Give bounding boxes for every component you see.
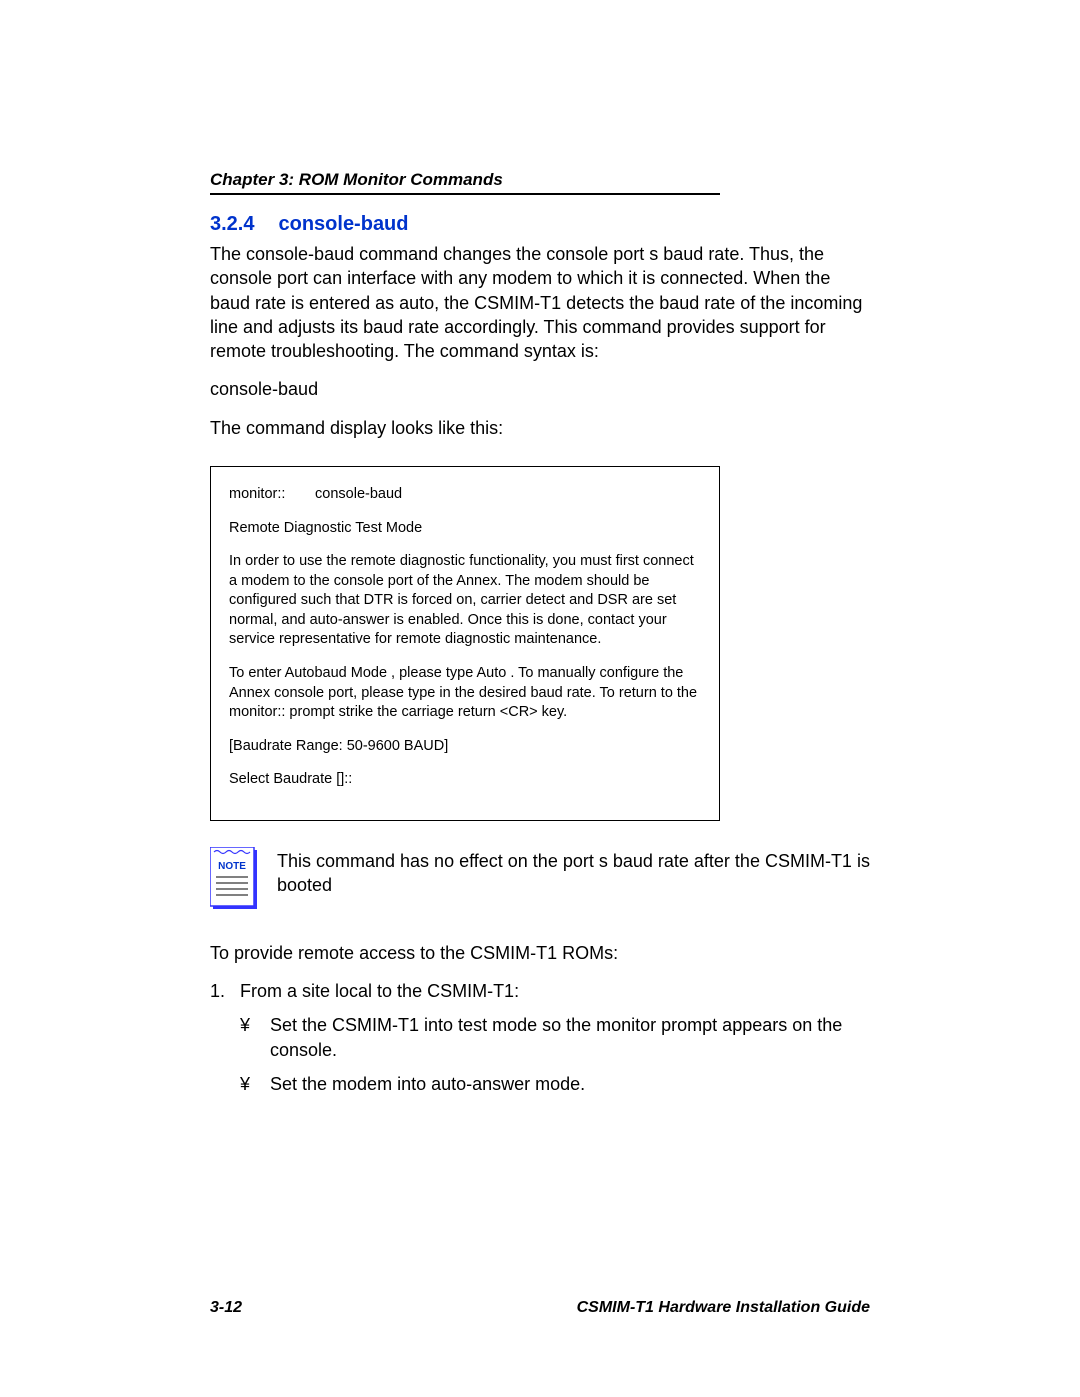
terminal-output-box: monitor:: console-baud Remote Diagnostic… [210, 466, 720, 821]
section-title: console-baud [278, 213, 408, 235]
note-icon: NOTE [210, 847, 257, 909]
bullet-icon: ¥ [240, 1072, 270, 1096]
list-marker: 1. [210, 979, 240, 1003]
page-number: 3-12 [210, 1299, 242, 1317]
bullet-icon: ¥ [240, 1013, 270, 1062]
prompt-command: console-baud [315, 486, 402, 502]
note-block: NOTE This command has no effect on the p… [210, 847, 870, 909]
sub-item-1: ¥ Set the CSMIM-T1 into test mode so the… [240, 1013, 870, 1062]
chapter-header: Chapter 3: ROM Monitor Commands [210, 170, 720, 195]
syntax-text: console-baud [210, 377, 870, 401]
prompt-label: monitor:: [229, 485, 311, 505]
page-footer: 3-12 CSMIM-T1 Hardware Installation Guid… [210, 1299, 870, 1317]
list-item-text: From a site local to the CSMIM-T1: [240, 979, 519, 1003]
sub-item-text: Set the CSMIM-T1 into test mode so the m… [270, 1013, 870, 1062]
note-text: This command has no effect on the port s… [277, 847, 870, 898]
select-baudrate: Select Baudrate []:: [229, 770, 701, 790]
sub-item-2: ¥ Set the modem into auto-answer mode. [240, 1072, 870, 1096]
code-para-2: To enter Autobaud Mode , please type Aut… [229, 664, 701, 723]
section-number: 3.2.4 [210, 213, 254, 235]
list-item-1: 1. From a site local to the CSMIM-T1: [210, 979, 870, 1003]
baud-range: [Baudrate Range: 50-9600 BAUD] [229, 737, 701, 757]
sub-item-text: Set the modem into auto-answer mode. [270, 1072, 585, 1096]
section-heading: 3.2.4 console-baud [210, 213, 870, 236]
svg-text:NOTE: NOTE [218, 861, 246, 872]
mode-line: Remote Diagnostic Test Mode [229, 519, 701, 539]
footer-title: CSMIM-T1 Hardware Installation Guide [577, 1299, 870, 1317]
display-intro: The command display looks like this: [210, 416, 870, 440]
remote-access-intro: To provide remote access to the CSMIM-T1… [210, 941, 870, 965]
intro-paragraph: The console-baud command changes the con… [210, 242, 870, 363]
code-para-1: In order to use the remote diagnostic fu… [229, 552, 701, 650]
